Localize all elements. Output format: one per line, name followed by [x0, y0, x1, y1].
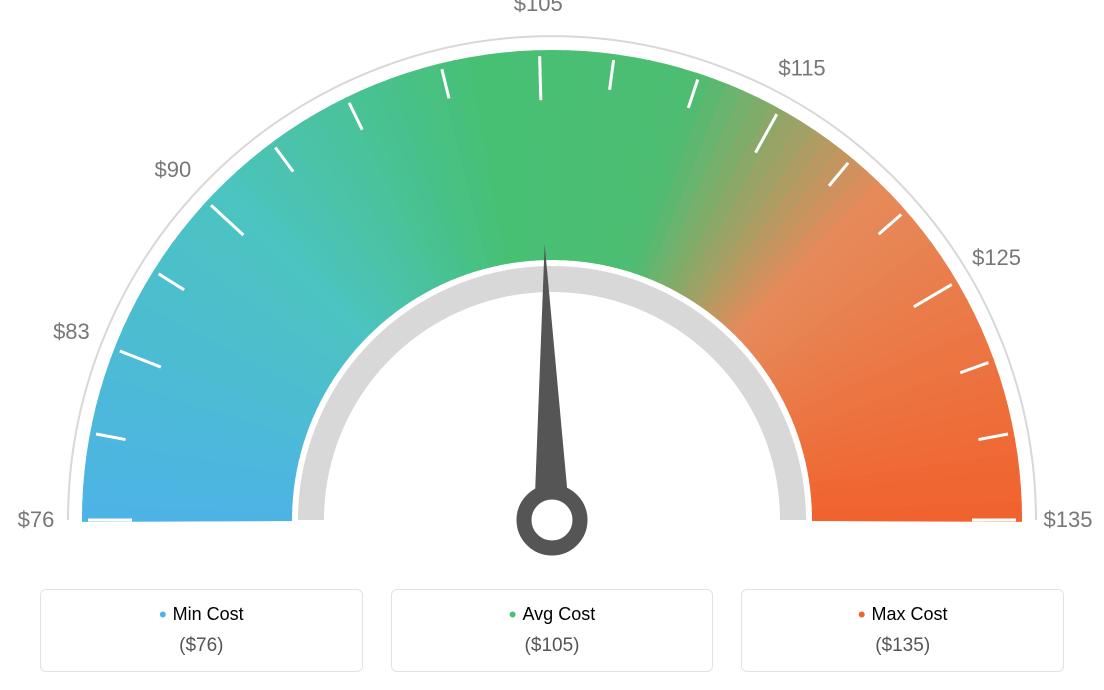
gauge-tick-label: $76	[18, 507, 55, 532]
gauge-chart: $76 $83 $90 $105 $115 $125 $135	[0, 0, 1104, 562]
legend-label-min: • Min Cost	[41, 604, 362, 625]
legend-label-text: Max Cost	[872, 604, 948, 624]
legend-label-max: • Max Cost	[742, 604, 1063, 625]
legend-card-min: • Min Cost ($76)	[40, 589, 363, 672]
legend-label-avg: • Avg Cost	[392, 604, 713, 625]
dot-icon: •	[858, 602, 866, 627]
gauge-tick-label: $115	[778, 56, 825, 81]
gauge-tick-label: $90	[154, 157, 191, 182]
gauge-tick-label: $105	[514, 0, 563, 16]
legend-value-max: ($135)	[742, 635, 1063, 657]
legend-card-avg: • Avg Cost ($105)	[391, 589, 714, 672]
dot-icon: •	[159, 602, 167, 627]
gauge-tick-label: $83	[53, 319, 90, 344]
gauge-tick-label: $135	[1044, 507, 1093, 532]
chart-container: $76 $83 $90 $105 $115 $125 $135 • Min Cost ($76…	[0, 0, 1104, 690]
legend-label-text: Avg Cost	[523, 604, 596, 624]
legend-label-text: Min Cost	[173, 604, 244, 624]
legend-value-avg: ($105)	[392, 635, 713, 657]
gauge-svg: $76 $83 $90 $105 $115 $125 $135	[0, 0, 1104, 562]
dot-icon: •	[509, 602, 517, 627]
legend-card-max: • Max Cost ($135)	[741, 589, 1064, 672]
legend-value-min: ($76)	[41, 635, 362, 657]
gauge-tick-label: $125	[972, 245, 1021, 270]
legend-row: • Min Cost ($76) • Avg Cost ($105) • Max Co…	[40, 589, 1064, 672]
